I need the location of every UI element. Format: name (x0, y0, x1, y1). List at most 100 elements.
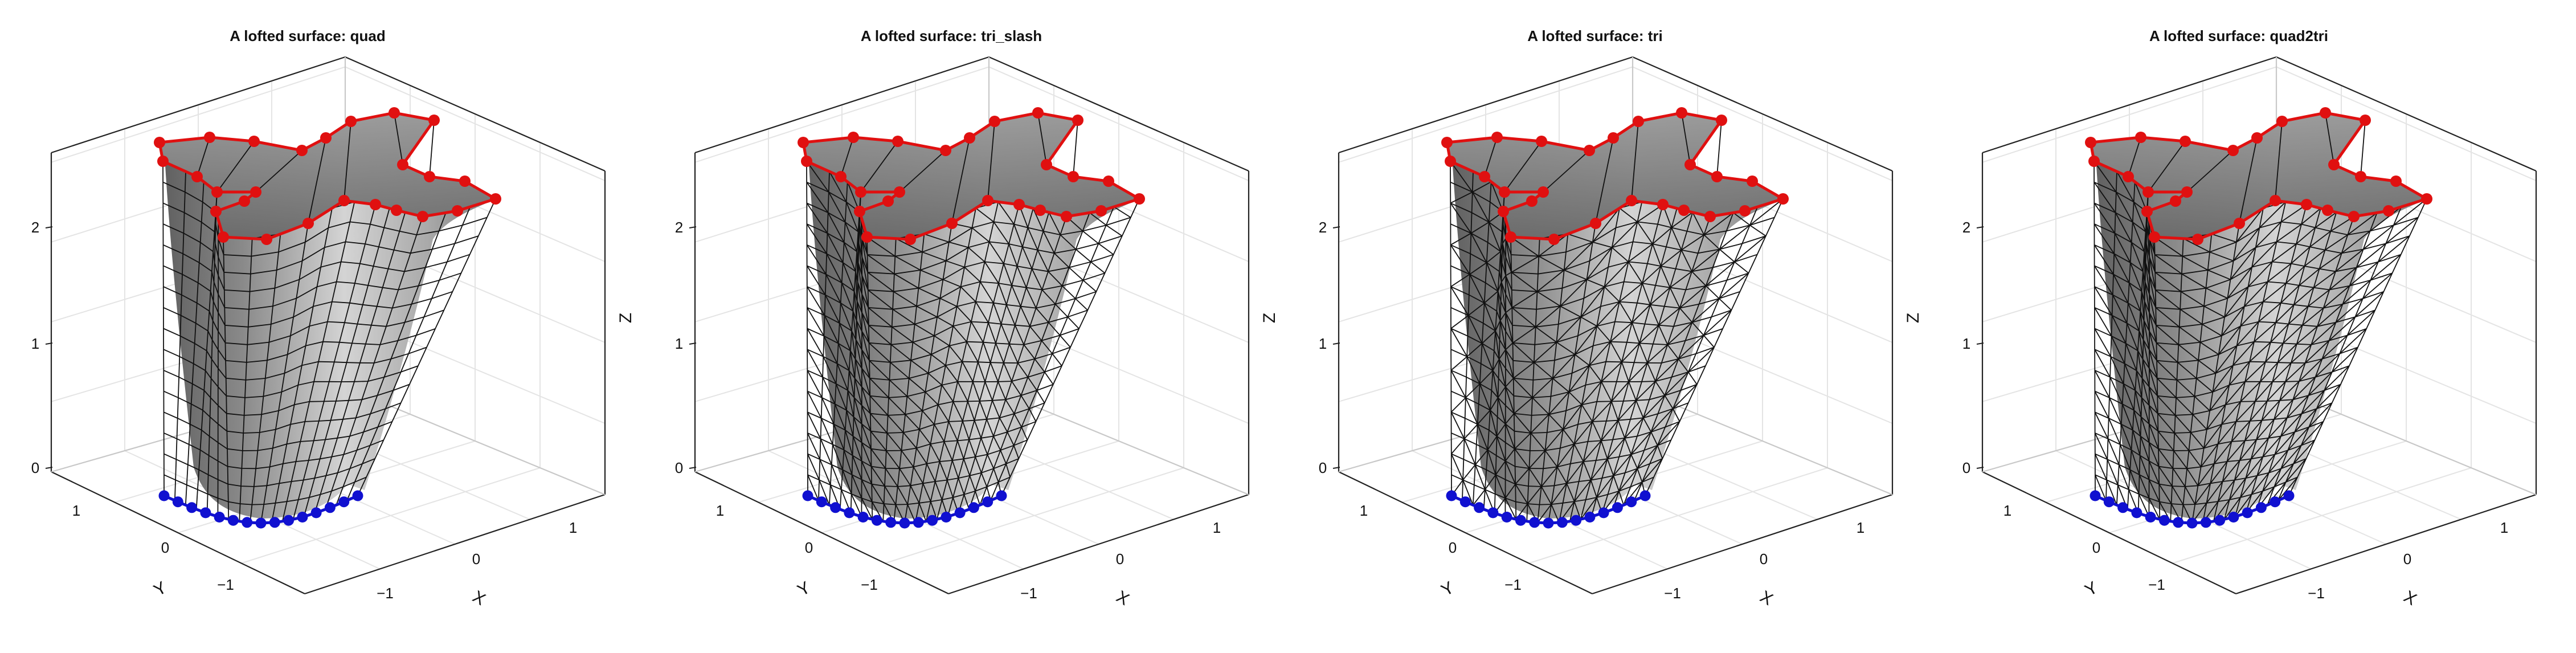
bottom-curve-point (2117, 502, 2129, 513)
top-curve-point (1526, 195, 1538, 207)
top-curve-point (2348, 211, 2360, 222)
top-curve-point (2135, 132, 2146, 143)
top-curve-point (1445, 156, 1456, 167)
top-curve-point (424, 171, 435, 182)
top-curve-point (417, 211, 428, 222)
x-tick-label: 0 (1116, 550, 1124, 568)
mesh-quad2tri (2090, 112, 2427, 524)
y-tick-label: 1 (716, 502, 724, 519)
top-curve-point (1072, 115, 1083, 126)
x-tick-label: 0 (1760, 550, 1768, 568)
bottom-curve-point (1487, 507, 1499, 519)
top-curve-point (982, 195, 993, 206)
top-curve-point (338, 195, 350, 206)
bottom-curve-point (899, 517, 910, 529)
top-curve-point (320, 132, 332, 144)
panel-tri: A lofted surface: tri 0 1 2 −1 0 1 −1 0 1 Y X Z (1260, 27, 1894, 609)
y-tick-label: −1 (1504, 576, 1522, 593)
bottom-curve-point (200, 507, 211, 519)
bottom-curve-point (2103, 496, 2115, 508)
mesh-tri (1446, 112, 1784, 524)
top-curve-point (2234, 218, 2245, 229)
top-curve-point (1608, 132, 1619, 144)
top-curve-point (2328, 159, 2340, 170)
top-curve-point (1684, 159, 1696, 170)
top-curve-point (302, 218, 314, 229)
bottom-curve-point (2242, 507, 2253, 519)
top-curve-point (1068, 171, 1079, 182)
y-tick-label: −1 (217, 576, 234, 593)
bottom-curve-point (1459, 496, 1471, 508)
top-curve-point (239, 195, 250, 207)
top-curve-point (1739, 205, 1751, 217)
lofted-surface (1446, 112, 1784, 524)
top-curve-point (2181, 186, 2193, 198)
z-tick-label: 0 (31, 459, 39, 476)
top-curve-point (2180, 136, 2191, 147)
bottom-curve (802, 490, 1007, 529)
z-axis-label: Z (616, 313, 635, 323)
top-curve-point (1041, 159, 1052, 170)
top-curve-point (2192, 234, 2203, 245)
top-curve-point (1491, 132, 1503, 143)
bottom-curve-point (871, 515, 882, 526)
top-curve-point (1626, 195, 1637, 206)
bottom-curve-point (2158, 515, 2170, 526)
x-axis-label: X (469, 587, 489, 609)
bottom-curve-point (158, 490, 170, 501)
bottom-curve-point (2214, 515, 2226, 526)
bottom-curve-point (2131, 507, 2142, 519)
y-tick-label: 1 (72, 502, 80, 519)
top-curve-point (397, 159, 408, 170)
z-tick-label: 0 (1962, 459, 1970, 476)
top-curve-point (2320, 107, 2331, 119)
top-curve-point (2360, 115, 2371, 126)
top-curve-point (964, 132, 975, 144)
lofted-surface (803, 112, 1140, 524)
bottom-curve-point (1639, 490, 1651, 501)
mesh-tri_slash (803, 112, 1140, 524)
top-curve-point (1536, 136, 1547, 147)
z-tick-label: 2 (675, 219, 683, 236)
top-curve-point (1032, 107, 1044, 119)
top-curve-point (389, 107, 400, 119)
z-tick-label: 2 (1962, 219, 1970, 236)
x-tick-label: −1 (377, 585, 394, 602)
top-curve-point (2276, 116, 2288, 127)
z-tick-label: 1 (1962, 335, 1970, 352)
top-curve-point (1441, 137, 1453, 148)
bottom-curve-point (1598, 507, 1609, 519)
z-axis-label: Z (1904, 313, 1923, 323)
panel-quad2tri: A lofted surface: quad2tri 0 1 2 −1 0 1 −1 0 1 Y X Z (1904, 27, 2537, 609)
top-curve-point (204, 132, 215, 143)
top-curve-point (1716, 115, 1727, 126)
bottom-curve (1446, 490, 1651, 529)
bottom-curve-point (324, 502, 336, 513)
bottom-curve (2090, 490, 2295, 529)
y-tick-label: 0 (805, 539, 813, 556)
bottom-curve-point (2145, 512, 2156, 523)
bottom-curve-point (885, 517, 897, 528)
top-curve-point (861, 231, 873, 243)
top-curve-point (1479, 171, 1490, 182)
top-curve-point (2170, 195, 2181, 207)
top-curve (798, 107, 1145, 245)
z-tick-label: 2 (1319, 219, 1327, 236)
bottom-curve-point (1543, 517, 1554, 529)
x-axis-label: X (2401, 587, 2420, 609)
y-tick-label: 0 (2092, 539, 2100, 556)
top-curve-point (459, 176, 471, 187)
bottom-curve-point (1612, 502, 1623, 513)
y-axis-label: Y (1438, 578, 1457, 600)
top-curve-point (2322, 205, 2333, 216)
bottom-curve-point (996, 490, 1007, 501)
top-curve-point (1777, 193, 1789, 205)
top-curve-point (2390, 176, 2402, 187)
bottom-curve-point (954, 507, 966, 519)
z-tick-label: 1 (675, 335, 683, 352)
top-curve-point (154, 137, 165, 148)
y-tick-label: 1 (1360, 502, 1368, 519)
bottom-curve-point (2283, 490, 2295, 501)
top-curve-point (391, 205, 402, 216)
x-tick-label: 1 (1857, 519, 1864, 536)
